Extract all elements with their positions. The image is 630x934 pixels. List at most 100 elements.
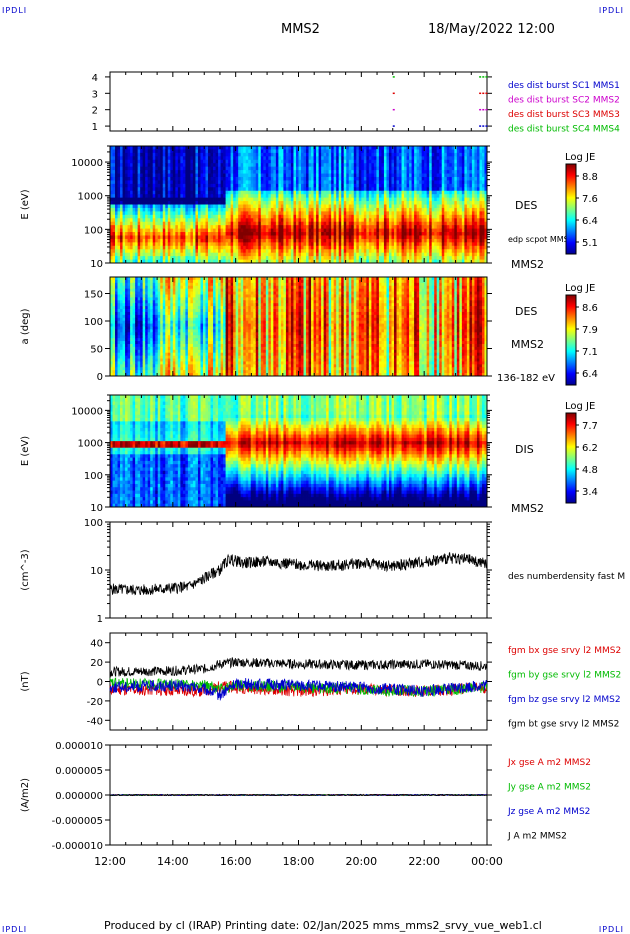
spectrogram-cell: [140, 242, 144, 247]
spectrogram-cell: [280, 197, 284, 202]
spectrogram-cell: [213, 256, 216, 260]
spectrogram-cell: [182, 232, 186, 236]
spectrogram-cell: [177, 156, 181, 161]
spectrogram-cell: [431, 187, 435, 192]
spectrogram-cell: [167, 228, 171, 233]
spectrogram-cell: [255, 245, 259, 250]
spectrogram-cell: [429, 163, 433, 168]
spectrogram-cell: [421, 235, 425, 240]
spectrogram-cell: [152, 149, 156, 154]
spectrogram-cell: [210, 242, 214, 247]
spectrogram-cell: [444, 146, 448, 150]
spectrogram-cell: [177, 173, 181, 178]
spectrogram-cell: [341, 259, 345, 264]
spectrogram-cell: [200, 180, 204, 185]
spectrogram-cell: [235, 242, 239, 247]
spectrogram-cell: [215, 156, 219, 161]
spectrogram-cell: [449, 242, 453, 247]
spectrogram-cell: [275, 242, 279, 247]
spectrogram-cell: [117, 176, 121, 181]
spectrogram-cell: [170, 214, 174, 219]
spectrogram-cell: [195, 218, 199, 223]
spectrogram-cell: [137, 242, 141, 247]
spectrogram-cell: [165, 211, 169, 216]
spectrogram-cell: [388, 214, 392, 219]
spectrogram-cell: [358, 156, 362, 161]
spectrogram-cell: [177, 214, 181, 219]
spectrogram-cell: [260, 173, 264, 178]
spectrogram-cell: [429, 235, 433, 240]
spectrogram-cell: [228, 156, 232, 161]
spectrogram-cell: [127, 197, 131, 202]
spectrogram-cell: [358, 232, 362, 236]
spectrogram-cell: [213, 187, 216, 192]
spectrogram-cell: [311, 211, 314, 216]
spectrogram-cell: [235, 156, 239, 161]
spectrogram-cell: [411, 242, 415, 247]
spectrogram-cell: [469, 256, 473, 260]
spectrogram-cell: [434, 259, 438, 264]
spectrogram-cell: [260, 238, 264, 243]
spectrogram-cell: [313, 166, 317, 171]
spectrogram-cell: [308, 238, 312, 243]
spectrogram-cell: [255, 183, 259, 188]
spectrogram-cell: [120, 252, 123, 257]
spectrogram-cell: [411, 183, 415, 188]
spectrogram-cell: [333, 146, 337, 150]
spectrogram-cell: [132, 218, 136, 223]
spectrogram-cell: [127, 149, 131, 154]
spectrogram-cell: [248, 225, 252, 229]
corner-logo-top-right: IPDLI: [598, 6, 624, 15]
spectrogram-cell: [316, 211, 319, 216]
spectrogram-cell: [260, 166, 264, 171]
spectrogram-cell: [283, 218, 287, 223]
spectrogram-cell: [182, 173, 186, 178]
spectrogram-cell: [429, 180, 433, 185]
spectrogram-cell: [358, 194, 362, 199]
spectrogram-cell: [290, 176, 294, 181]
spectrogram-cell: [318, 225, 322, 229]
spectrogram-cell: [145, 201, 149, 205]
spectrogram-cell: [401, 259, 405, 264]
spectrogram-cell: [366, 166, 370, 171]
spectrogram-cell: [160, 201, 164, 205]
spectrogram-cell: [187, 221, 191, 226]
spectrogram-cell: [172, 156, 176, 161]
spectrogram-cell: [434, 211, 438, 216]
spectrogram-cell: [388, 149, 392, 154]
spectrogram-cell: [323, 249, 327, 254]
spectrogram-cell: [200, 256, 204, 260]
spectrogram-cell: [288, 163, 292, 168]
spectrogram-cell: [404, 252, 407, 257]
spectrogram-cell: [388, 183, 392, 188]
spectrogram-cell: [270, 187, 274, 192]
spectrogram-cell: [220, 232, 224, 236]
spectrogram-cell: [120, 173, 123, 178]
spectrogram-cell: [197, 146, 201, 150]
spectrogram-cell: [376, 232, 380, 236]
spectrogram-cell: [162, 232, 166, 236]
spectrogram-cell: [466, 211, 470, 216]
spectrogram-cell: [466, 245, 470, 250]
spectrogram-cell: [308, 256, 312, 260]
spectrogram-cell: [348, 173, 352, 178]
spectrogram-cell: [328, 249, 332, 254]
spectrogram-cell: [301, 245, 304, 250]
spectrogram-cell: [115, 238, 118, 243]
spectrogram-cell: [253, 242, 257, 247]
spectrogram-cell: [356, 166, 360, 171]
spectrogram-cell: [333, 238, 337, 243]
spectrogram-cell: [230, 194, 234, 199]
spectrogram-cell: [205, 201, 209, 205]
spectrogram-cell: [368, 197, 372, 202]
spectrogram-cell: [451, 218, 455, 223]
spectrogram-cell: [255, 235, 259, 240]
spectrogram-cell: [426, 159, 430, 164]
spectrogram-cell: [313, 190, 317, 195]
spectrogram-cell: [263, 166, 267, 171]
spectrogram-cell: [223, 235, 227, 240]
spectrogram-cell: [346, 187, 350, 192]
spectrogram-cell: [135, 235, 139, 240]
spectrogram-cell: [170, 225, 174, 229]
spectrogram-cell: [157, 176, 161, 181]
